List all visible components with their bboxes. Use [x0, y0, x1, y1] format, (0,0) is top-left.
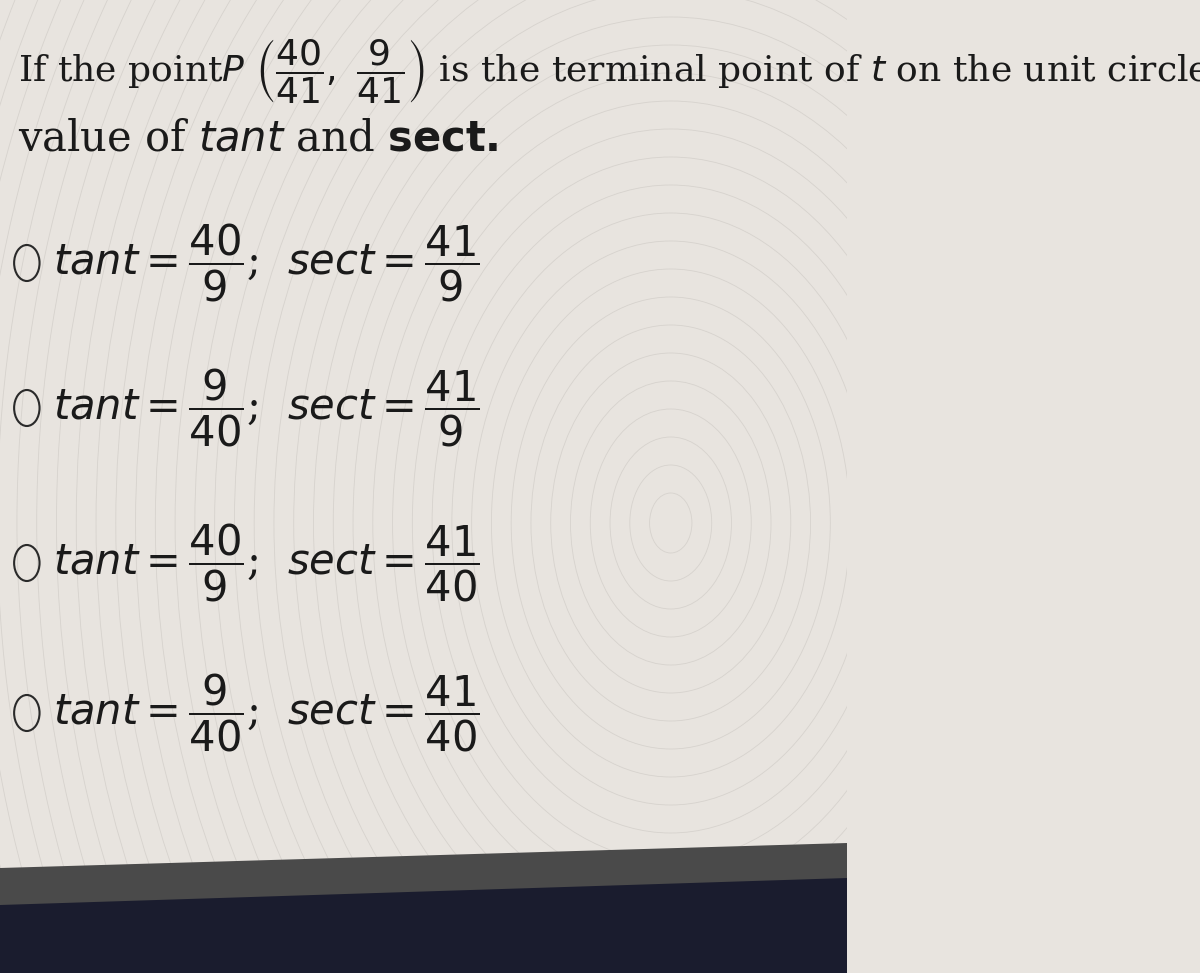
Text: value of $\boldsymbol{\mathit{tant}}$ and $\mathbf{sect.}$: value of $\boldsymbol{\mathit{tant}}$ an…: [18, 118, 498, 160]
Polygon shape: [0, 843, 847, 905]
Text: If the point$P$ $\left(\dfrac{40}{41},\ \dfrac{9}{41}\right)$ is the terminal po: If the point$P$ $\left(\dfrac{40}{41},\ …: [18, 38, 1200, 106]
Text: $\mathit{tant} = \dfrac{9}{40}$;  $\mathit{sect} = \dfrac{41}{9}$: $\mathit{tant} = \dfrac{9}{40}$; $\mathi…: [53, 367, 480, 449]
Text: $\mathit{tant} = \dfrac{40}{9}$;  $\mathit{sect} = \dfrac{41}{40}$: $\mathit{tant} = \dfrac{40}{9}$; $\mathi…: [53, 522, 480, 604]
Polygon shape: [0, 873, 847, 973]
Text: $\mathit{tant} = \dfrac{9}{40}$;  $\mathit{sect} = \dfrac{41}{40}$: $\mathit{tant} = \dfrac{9}{40}$; $\mathi…: [53, 672, 480, 754]
Text: $\mathit{tant} = \dfrac{40}{9}$;  $\mathit{sect} = \dfrac{41}{9}$: $\mathit{tant} = \dfrac{40}{9}$; $\mathi…: [53, 222, 480, 304]
